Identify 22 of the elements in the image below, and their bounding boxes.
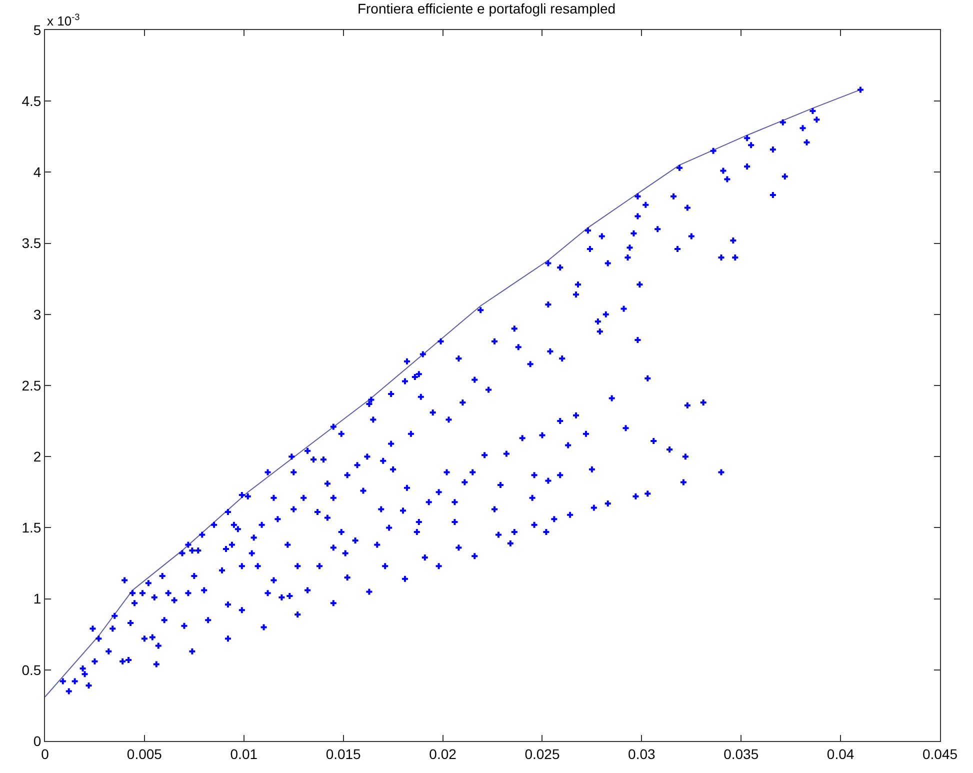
text: x 10$^{-3}$ [47,12,80,28]
y-tick-label: 2 [33,448,42,464]
y-tick-label: 0 [33,732,42,749]
x-tick-label: 0.01 [230,746,258,762]
y-tick-label: 4 [33,164,42,180]
x-tick-label: 0.04 [826,746,854,762]
y-tick-label: 0.5 [22,662,42,678]
y-tick-label: 3 [33,306,42,322]
x-tick-label: 0.035 [724,746,759,762]
x-tick-label: 0.005 [126,746,162,762]
x-tick-label: 0.015 [326,746,362,762]
y-tick-label: 1.5 [22,520,42,536]
y-tick-label: 2.5 [22,377,42,394]
x-tick-label: 0.02 [429,746,457,762]
x-tick-label: 0.045 [922,746,958,762]
y-tick-label: 1 [33,590,42,607]
y-tick-label: 3.5 [22,235,42,252]
x-tick-label: 0.025 [524,746,560,762]
chart-title: Frontiera efficiente e portafogli resampled [357,0,616,17]
y-tick-label: 4.5 [22,93,42,109]
y-tick-label: 5 [33,22,42,38]
x-tick-label: 0.03 [628,746,656,762]
